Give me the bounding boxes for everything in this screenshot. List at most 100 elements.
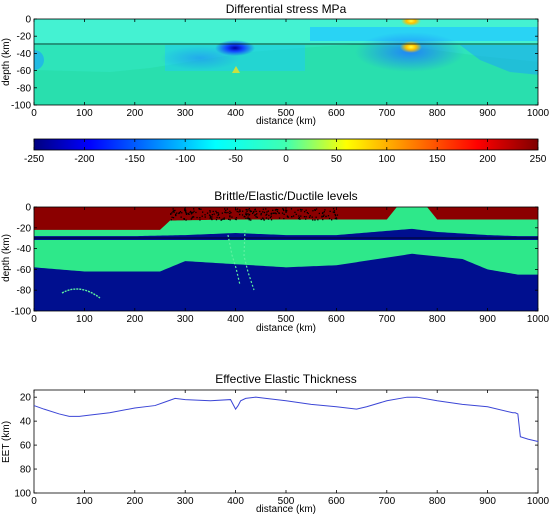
y-tick-label: 80 xyxy=(20,465,32,476)
speckle xyxy=(262,217,264,219)
speckle xyxy=(185,212,187,214)
speckle xyxy=(209,215,211,217)
speckle xyxy=(290,208,293,210)
colorbar-tick-label: -250 xyxy=(24,154,44,165)
speckle xyxy=(185,213,188,215)
speckle xyxy=(172,208,174,210)
speckle xyxy=(256,216,258,218)
speckle xyxy=(202,211,204,213)
x-tick-label: 800 xyxy=(429,496,446,507)
speckle xyxy=(245,209,247,211)
x-tick-label: 500 xyxy=(278,314,295,325)
speckle xyxy=(191,217,193,219)
speckle xyxy=(260,218,262,221)
y-tick-label: 40 xyxy=(20,417,32,428)
eet-title: Effective Elastic Thickness xyxy=(215,372,357,386)
eet-y-ticks: 20 40 60 80 100 xyxy=(14,393,538,500)
speckle xyxy=(220,219,222,221)
x-tick-label: 1000 xyxy=(527,108,550,119)
speckle xyxy=(239,210,241,212)
speckle xyxy=(213,213,215,215)
speckle xyxy=(262,218,264,220)
speckle xyxy=(318,212,320,215)
speckle xyxy=(282,208,284,210)
speckle xyxy=(189,211,191,214)
stress-panel: Differential stress MPa 0 100 200 300 400 500… xyxy=(1,2,550,127)
speckle xyxy=(254,214,256,216)
elastic-lower-layer xyxy=(34,238,538,275)
bed-title: Brittle/Elastic/Ductile levels xyxy=(214,189,357,203)
speckle xyxy=(181,212,183,214)
speckle xyxy=(331,219,333,221)
speckle xyxy=(173,210,175,212)
x-tick-label: 0 xyxy=(31,496,37,507)
colorbar-tick-label: 0 xyxy=(283,154,289,165)
speckle xyxy=(184,210,187,212)
speckle xyxy=(253,210,255,213)
speckle xyxy=(265,214,267,216)
y-tick-label: 0 xyxy=(25,15,31,26)
speckle xyxy=(206,212,209,214)
speckle xyxy=(204,214,206,216)
speckle xyxy=(183,218,185,220)
colorbar-tick-label: 200 xyxy=(479,154,496,165)
speckle xyxy=(216,212,218,214)
speckle xyxy=(262,208,264,210)
speckle xyxy=(215,210,217,212)
speckle xyxy=(229,212,231,215)
speckle xyxy=(195,211,197,214)
speckle xyxy=(276,210,279,213)
speckle xyxy=(223,218,225,220)
x-tick-label: 100 xyxy=(76,314,93,325)
speckle xyxy=(198,208,200,210)
speckle xyxy=(189,210,192,213)
speckle xyxy=(171,216,173,218)
colorbar: -250 -200 -150 -100 -50 0 50 100 150 200 250 xyxy=(24,138,547,165)
speckle xyxy=(199,219,201,221)
speckle xyxy=(286,215,289,217)
speckle xyxy=(180,216,182,218)
speckle xyxy=(252,212,254,215)
y-tick-label: -80 xyxy=(17,286,32,297)
speckle xyxy=(236,210,238,213)
speckle xyxy=(209,210,211,212)
speckle xyxy=(272,212,275,214)
y-tick-label: 100 xyxy=(14,489,31,500)
speckle xyxy=(192,211,194,214)
speckle xyxy=(308,216,311,218)
x-tick-label: 700 xyxy=(378,496,395,507)
speckle xyxy=(190,218,192,220)
x-tick-label: 1000 xyxy=(527,314,550,325)
speckle xyxy=(300,215,302,217)
speckle xyxy=(329,210,331,212)
speckle xyxy=(230,212,232,214)
speckle xyxy=(256,213,258,215)
x-tick-label: 500 xyxy=(278,108,295,119)
speckle xyxy=(297,209,299,211)
speckle xyxy=(222,218,224,220)
speckle xyxy=(170,219,172,221)
speckle xyxy=(274,212,276,214)
speckle xyxy=(281,212,284,214)
speckle xyxy=(217,212,219,214)
speckle xyxy=(267,218,270,220)
bed-ylabel: depth (km) xyxy=(1,234,12,282)
speckle xyxy=(263,219,265,221)
speckle xyxy=(317,219,319,221)
y-tick-label: 0 xyxy=(25,203,31,214)
speckle xyxy=(225,212,227,214)
speckle xyxy=(270,219,273,221)
speckle xyxy=(248,218,250,220)
speckle xyxy=(223,217,225,219)
speckle xyxy=(274,209,277,211)
speckle xyxy=(224,208,226,210)
speckle xyxy=(187,213,190,215)
x-tick-label: 400 xyxy=(227,496,244,507)
speckle xyxy=(247,213,249,215)
speckle xyxy=(211,218,213,220)
colorbar-tick-label: 100 xyxy=(378,154,395,165)
speckle xyxy=(298,218,300,220)
speckle xyxy=(336,218,338,220)
eet-x-ticks: 0 100 200 300 400 500 600 700 800 900 1000 xyxy=(31,390,550,507)
speckle xyxy=(193,210,195,212)
